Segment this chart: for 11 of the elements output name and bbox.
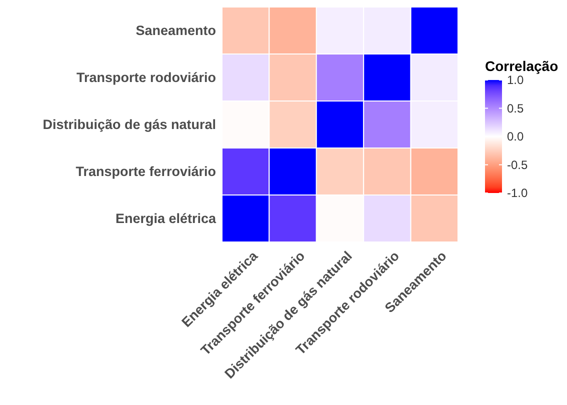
y-tick-label: Transporte ferroviário: [76, 164, 216, 179]
color-bar-label: 0.5: [507, 101, 524, 116]
y-tick-label: Transporte rodoviário: [76, 70, 216, 85]
legend-title: Correlação: [485, 58, 558, 74]
color-bar-label: -1.0: [507, 186, 528, 200]
y-tick-label: Distribuição de gás natural: [42, 117, 216, 132]
color-bar-label: 1.0: [507, 73, 524, 87]
color-bar-label: 0.0: [507, 130, 524, 144]
y-tick-label: Saneamento: [136, 23, 216, 38]
color-bar-label: -0.5: [507, 158, 528, 172]
y-tick-label: Energia elétrica: [115, 211, 216, 226]
